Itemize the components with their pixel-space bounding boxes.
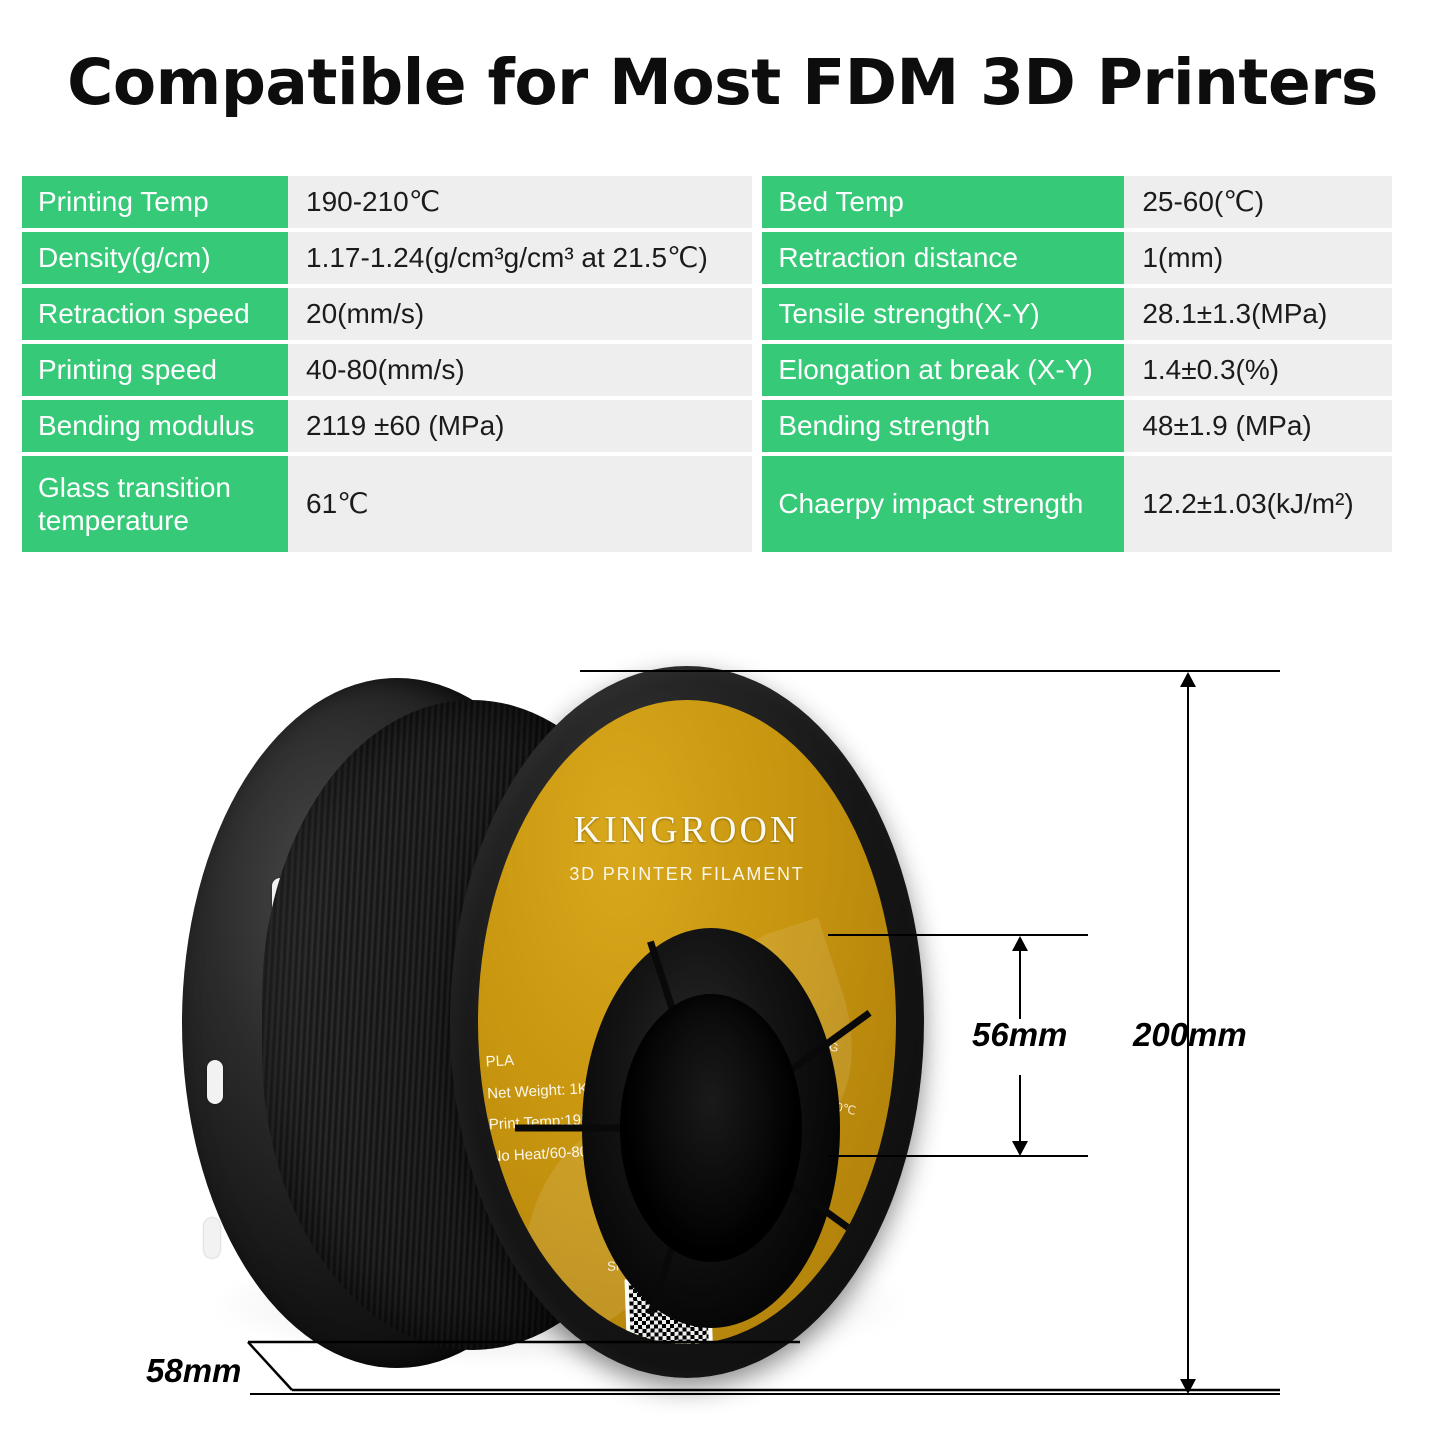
table-row: Printing speed 40-80(mm/s) Elongation at… [22, 344, 1392, 396]
spec-value: 61℃ [288, 456, 753, 552]
spec-key: Elongation at break (X-Y) [762, 344, 1125, 396]
spec-pair-right: Bending strength 48±1.9 (MPa) [762, 400, 1392, 452]
flange-slot [207, 1060, 223, 1104]
spec-pair-right: Retraction distance 1(mm) [762, 232, 1392, 284]
spec-value: 48±1.9 (MPa) [1124, 400, 1392, 452]
table-row: Printing Temp 190-210℃ Bed Temp 25-60(℃) [22, 176, 1392, 228]
spec-pair-left: Bending modulus 2119 ±60 (MPa) [22, 400, 753, 452]
extension-line-top-200 [580, 670, 1280, 672]
spec-value: 2119 ±60 (MPa) [288, 400, 753, 452]
spec-pair-right: Bed Temp 25-60(℃) [762, 176, 1392, 228]
extension-line-top-56 [828, 934, 1088, 936]
spec-key: Bending modulus [22, 400, 288, 452]
spec-pair-left: Density(g/cm) 1.17-1.24(g/cm³g/cm³ at 21… [22, 232, 753, 284]
hub-bore [620, 994, 802, 1262]
spec-value: 25-60(℃) [1124, 176, 1392, 228]
spec-key: Glass transition temperature [22, 456, 288, 552]
dimension-arrow-56-upper [1019, 941, 1021, 1019]
dimension-label-58mm: 58mm [146, 1352, 242, 1389]
spec-value: 1.17-1.24(g/cm³g/cm³ at 21.5℃) [288, 232, 753, 284]
spec-pair-left: Retraction speed 20(mm/s) [22, 288, 753, 340]
spec-value: 12.2±1.03(kJ/m²) [1124, 456, 1392, 552]
spec-key: Bending strength [762, 400, 1125, 452]
table-row: Glass transition temperature 61℃ Chaerpy… [22, 456, 1392, 552]
extension-line-bottom-56 [828, 1155, 1088, 1157]
spec-key: Printing speed [22, 344, 288, 396]
spec-value: 28.1±1.3(MPa) [1124, 288, 1392, 340]
spec-key: Retraction speed [22, 288, 288, 340]
spec-pair-right: Chaerpy impact strength 12.2±1.03(kJ/m²) [762, 456, 1392, 552]
spool-front-flange: KINGROON 3D PRINTER FILAMENT PLA Net Wei… [450, 666, 924, 1378]
dimension-label-56mm: 56mm [972, 1016, 1068, 1053]
arrow-head-up-200 [1180, 672, 1196, 687]
spec-value: 40-80(mm/s) [288, 344, 753, 396]
spec-pair-left: Printing speed 40-80(mm/s) [22, 344, 753, 396]
spec-value: 190-210℃ [288, 176, 753, 228]
arrow-head-up-56 [1012, 936, 1028, 951]
spec-key: Retraction distance [762, 232, 1125, 284]
flange-slot [204, 1218, 220, 1258]
spec-key: Tensile strength(X-Y) [762, 288, 1125, 340]
spec-pair-left: Printing Temp 190-210℃ [22, 176, 753, 228]
brand-subtitle: 3D PRINTER FILAMENT [569, 864, 805, 884]
spool-label: KINGROON 3D PRINTER FILAMENT PLA Net Wei… [478, 700, 896, 1344]
dimension-arrow-56-lower [1019, 1075, 1021, 1149]
spec-pair-left: Glass transition temperature 61℃ [22, 456, 753, 552]
spec-key: Printing Temp [22, 176, 288, 228]
spec-key: Bed Temp [762, 176, 1125, 228]
specification-table: Printing Temp 190-210℃ Bed Temp 25-60(℃)… [22, 176, 1392, 552]
dimension-arrow-200 [1187, 678, 1189, 1388]
spec-key: Chaerpy impact strength [762, 456, 1125, 552]
spec-value: 20(mm/s) [288, 288, 753, 340]
brand-name: KINGROON [573, 809, 801, 851]
spec-pair-right: Elongation at break (X-Y) 1.4±0.3(%) [762, 344, 1392, 396]
spool-hub [515, 928, 872, 1328]
arrow-head-down-56 [1012, 1141, 1028, 1156]
dimension-label-200mm: 200mm [1133, 1016, 1247, 1053]
spec-key: Density(g/cm) [22, 232, 288, 284]
table-row: Bending modulus 2119 ±60 (MPa) Bending s… [22, 400, 1392, 452]
table-row: Density(g/cm) 1.17-1.24(g/cm³g/cm³ at 21… [22, 232, 1392, 284]
table-row: Retraction speed 20(mm/s) Tensile streng… [22, 288, 1392, 340]
extension-line-bottom-200 [250, 1393, 1280, 1395]
spec-value: 1(mm) [1124, 232, 1392, 284]
spec-value: 1.4±0.3(%) [1124, 344, 1392, 396]
spec-pair-right: Tensile strength(X-Y) 28.1±1.3(MPa) [762, 288, 1392, 340]
page-title: Compatible for Most FDM 3D Printers [67, 46, 1378, 119]
